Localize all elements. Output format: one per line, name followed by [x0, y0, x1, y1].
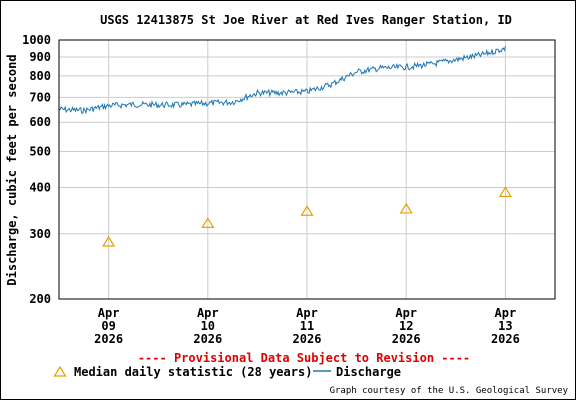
- y-tick-label: 700: [29, 90, 51, 104]
- x-tick-label: 11: [300, 319, 314, 333]
- x-tick-label: 2026: [94, 332, 123, 346]
- x-tick-label: Apr: [296, 306, 318, 320]
- y-tick-label: 200: [29, 292, 51, 306]
- y-tick-labels: 200 300 400 500 600 700 800 900 1000: [22, 33, 51, 306]
- median-point: [498, 186, 512, 197]
- x-tick-label: Apr: [98, 306, 120, 320]
- discharge-series-line: [58, 46, 506, 115]
- chart-title: USGS 12413875 St Joe River at Red Ives R…: [100, 13, 512, 27]
- x-tick-label: Apr: [495, 306, 517, 320]
- x-tick-label: 2026: [193, 332, 222, 346]
- y-tick-label: 800: [29, 69, 51, 83]
- y-tick-label: 600: [29, 115, 51, 129]
- provisional-note: ---- Provisional Data Subject to Revisio…: [138, 351, 470, 365]
- median-point: [102, 235, 116, 247]
- x-tick-label: Apr: [395, 306, 417, 320]
- series-layer: [58, 46, 512, 247]
- x-tick-label: 2026: [491, 332, 520, 346]
- plot-border: [58, 39, 556, 300]
- x-tick-label: 12: [399, 319, 413, 333]
- legend-discharge-label: Discharge: [336, 365, 401, 379]
- x-tick-label: 2026: [293, 332, 322, 346]
- median-point: [300, 205, 314, 216]
- median-point: [201, 217, 215, 228]
- y-tick-label: 500: [29, 145, 51, 159]
- y-tick-label: 1000: [22, 33, 51, 47]
- y-tick-label: 900: [29, 50, 51, 64]
- median-triangle-icon: [53, 365, 67, 377]
- x-tick-label: 2026: [392, 332, 421, 346]
- courtesy-note: Graph courtesy of the U.S. Geological Su…: [330, 386, 569, 396]
- x-tick-label: 09: [101, 319, 115, 333]
- x-tick-label: 13: [498, 319, 512, 333]
- y-axis-label: Discharge, cubic feet per second: [5, 54, 19, 285]
- grid-layer: [59, 39, 555, 300]
- median-point: [399, 202, 413, 214]
- x-tick-labels: Apr092026Apr102026Apr112026Apr122026Apr1…: [94, 306, 520, 346]
- x-tick-label: Apr: [197, 306, 219, 320]
- x-tick-label: 10: [201, 319, 215, 333]
- y-tick-label: 400: [29, 180, 51, 194]
- legend-median-label: Median daily statistic (28 years): [74, 365, 312, 379]
- y-tick-label: 300: [29, 227, 51, 241]
- legend: Median daily statistic (28 years) Discha…: [53, 365, 401, 379]
